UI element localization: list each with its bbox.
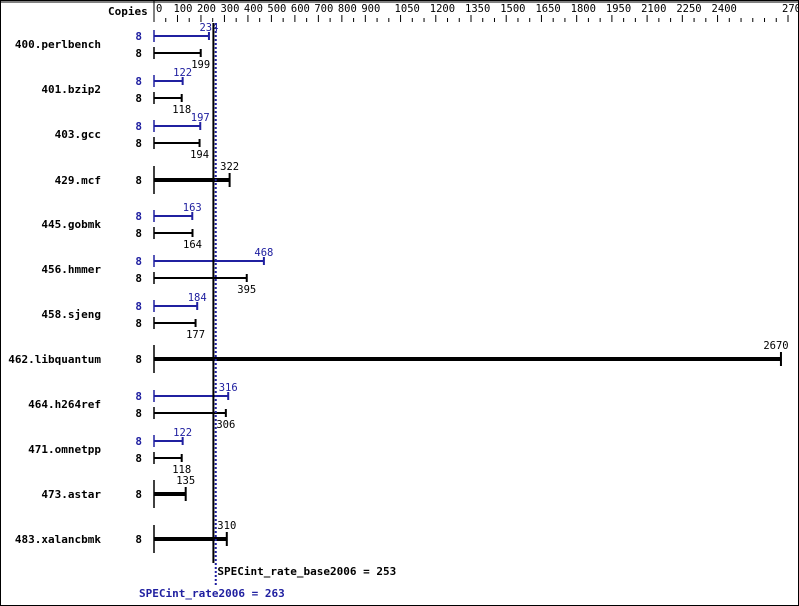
x-tick-label: 1200 (430, 3, 455, 15)
axis-label: Copies (108, 5, 148, 18)
x-tick-label: 600 (291, 3, 310, 15)
benchmark-label: 429.mcf (55, 174, 101, 187)
benchmark-label: 456.hmmer (41, 263, 101, 276)
peak-copies: 8 (135, 30, 142, 43)
x-tick-label: 200 (197, 3, 216, 15)
base-copies: 8 (135, 47, 142, 60)
x-tick-label: 1650 (535, 3, 560, 15)
base-copies: 8 (135, 407, 142, 420)
benchmark-label: 483.xalancbmk (15, 533, 101, 546)
peak-copies: 8 (135, 255, 142, 268)
x-tick-label: 500 (267, 3, 286, 15)
base-copies: 8 (135, 488, 142, 501)
base-value-label: 322 (220, 161, 239, 173)
benchmark-label: 471.omnetpp (28, 443, 101, 456)
x-tick-label: 1950 (606, 3, 631, 15)
x-tick-label: 1500 (500, 3, 525, 15)
base-copies: 8 (135, 272, 142, 285)
base-value-label: 164 (183, 239, 202, 251)
peak-value-label: 197 (191, 112, 210, 124)
x-tick-label: 800 (338, 3, 357, 15)
benchmark-label: 400.perlbench (15, 38, 101, 51)
base-value-label: 118 (172, 464, 191, 476)
peak-value-label: 316 (219, 382, 238, 394)
benchmark-label: 473.astar (41, 488, 101, 501)
base-value-label: 118 (172, 104, 191, 116)
base-copies: 8 (135, 137, 142, 150)
x-tick-label: 0 (156, 3, 162, 15)
base-copies: 8 (135, 533, 142, 546)
base-copies: 8 (135, 353, 142, 366)
peak-value-label: 163 (183, 202, 202, 214)
x-tick-label: 900 (361, 3, 380, 15)
peak-copies: 8 (135, 300, 142, 313)
x-tick-label: 1350 (465, 3, 490, 15)
benchmark-label: 464.h264ref (28, 398, 101, 411)
peak-copies: 8 (135, 210, 142, 223)
peak-copies: 8 (135, 120, 142, 133)
base-value-label: 199 (191, 59, 210, 71)
peak-value-label: 184 (188, 292, 207, 304)
x-tick-label: 2400 (712, 3, 737, 15)
benchmark-label: 458.sjeng (41, 308, 101, 321)
base-copies: 8 (135, 452, 142, 465)
benchmark-label: 401.bzip2 (41, 83, 101, 96)
x-tick-label: 2100 (641, 3, 666, 15)
x-tick-label: 1800 (571, 3, 596, 15)
base-copies: 8 (135, 317, 142, 330)
x-tick-label: 300 (220, 3, 239, 15)
x-tick-label: 2700 (782, 3, 798, 15)
peak-copies: 8 (135, 75, 142, 88)
peak-mean-label: SPECint_rate2006 = 263 (139, 587, 285, 600)
peak-value-label: 468 (254, 247, 273, 259)
x-tick-label: 100 (173, 3, 192, 15)
x-tick-label: 1050 (395, 3, 420, 15)
base-value-label: 2670 (763, 340, 788, 352)
base-mean-label: SPECint_rate_base2006 = 253 (217, 565, 396, 578)
base-value-label: 177 (186, 329, 205, 341)
base-value-label: 194 (190, 149, 209, 161)
base-value-label: 395 (237, 284, 256, 296)
base-value-label: 306 (216, 419, 235, 431)
x-tick-label: 400 (244, 3, 263, 15)
benchmark-label: 462.libquantum (8, 353, 101, 366)
benchmark-label: 445.gobmk (41, 218, 101, 231)
peak-value-label: 122 (173, 67, 192, 79)
base-copies: 8 (135, 174, 142, 187)
peak-value-label: 122 (173, 427, 192, 439)
x-tick-label: 2250 (676, 3, 701, 15)
peak-copies: 8 (135, 390, 142, 403)
x-tick-label: 700 (314, 3, 333, 15)
base-value-label: 310 (217, 520, 236, 532)
benchmark-label: 403.gcc (55, 128, 101, 141)
peak-copies: 8 (135, 435, 142, 448)
base-copies: 8 (135, 92, 142, 105)
base-value-label: 135 (176, 475, 195, 487)
base-copies: 8 (135, 227, 142, 240)
